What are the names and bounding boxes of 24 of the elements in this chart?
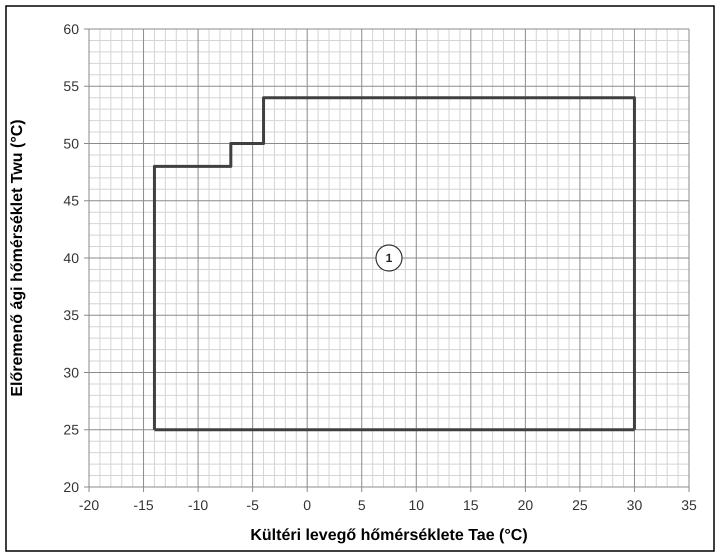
x-tick-label: 30 bbox=[626, 497, 642, 513]
y-tick-label: 50 bbox=[63, 135, 80, 152]
x-tick-label: 25 bbox=[572, 497, 588, 513]
x-tick-label: 20 bbox=[518, 497, 534, 513]
y-tick-label: 25 bbox=[63, 422, 80, 438]
x-axis-title: Kültéri levegő hőmérséklete Tae (°C) bbox=[250, 527, 528, 544]
x-tick-label: -10 bbox=[188, 497, 208, 513]
annotation: 1 bbox=[386, 251, 393, 266]
y-tick-label: 45 bbox=[63, 192, 80, 209]
y-tick-label: 20 bbox=[63, 478, 80, 495]
y-tick-label: 35 bbox=[63, 307, 80, 324]
x-tick-label: 0 bbox=[303, 497, 312, 513]
x-tick-label: -20 bbox=[78, 497, 100, 513]
y-tick-label: 55 bbox=[63, 78, 80, 94]
x-tick-label: 5 bbox=[358, 497, 366, 513]
x-tick-label: 35 bbox=[681, 497, 697, 513]
y-axis-title: Előremenő ági hőmérséklet Twu (°C) bbox=[9, 119, 26, 397]
y-tick-label: 30 bbox=[63, 364, 80, 380]
y-tick-label: 60 bbox=[63, 20, 80, 37]
y-tick-label: 40 bbox=[63, 250, 80, 266]
x-tick-label: 10 bbox=[408, 497, 424, 513]
x-tick-label: 15 bbox=[463, 497, 479, 513]
x-tick-label: -5 bbox=[246, 497, 260, 513]
x-tick-label: -15 bbox=[133, 497, 154, 513]
